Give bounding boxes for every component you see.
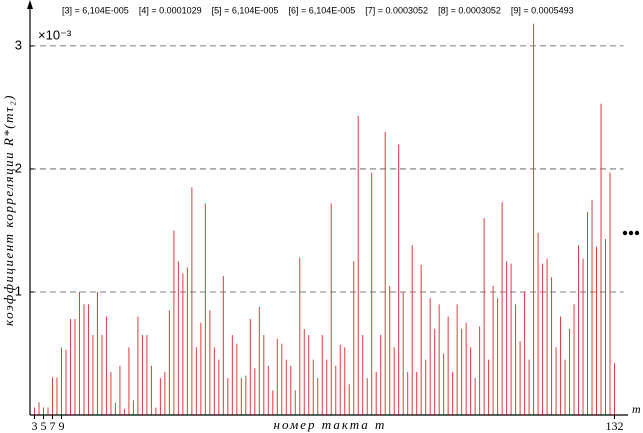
annotation: [3] = 6,104E-005 bbox=[62, 5, 129, 15]
x-tick-label: 5 bbox=[40, 419, 46, 433]
ellipsis bbox=[622, 230, 640, 236]
x-tick-label: 9 bbox=[58, 419, 64, 433]
x-tick-label: 3 bbox=[31, 419, 37, 433]
x-axis-label: номер такта m bbox=[274, 417, 387, 432]
multiplier: ×10⁻³ bbox=[38, 27, 72, 42]
annotation: [8] = 0.0003052 bbox=[438, 5, 501, 15]
y-tick-label: 1 bbox=[15, 283, 22, 298]
dot bbox=[634, 230, 640, 236]
annotation: [5] = 6,104E-005 bbox=[212, 5, 279, 15]
x-tick-label: 7 bbox=[49, 419, 55, 433]
x-tick-label: 132 bbox=[606, 419, 624, 433]
y-tick-label: 2 bbox=[15, 160, 22, 175]
y-tick-label: 3 bbox=[15, 37, 22, 52]
x-axis-end-label: m bbox=[632, 402, 641, 416]
annotation: [7] = 0.0003052 bbox=[365, 5, 428, 15]
y-axis-label: коэффициент корреляции R*(mτ₂) bbox=[1, 94, 16, 326]
dot bbox=[628, 230, 634, 236]
annotation: [9] = 0.0005493 bbox=[511, 5, 574, 15]
dot bbox=[622, 230, 628, 236]
annotation: [6] = 6,104E-005 bbox=[288, 5, 355, 15]
y-axis-arrow bbox=[27, 0, 33, 9]
annotation: [4] = 0.0001029 bbox=[139, 5, 202, 15]
